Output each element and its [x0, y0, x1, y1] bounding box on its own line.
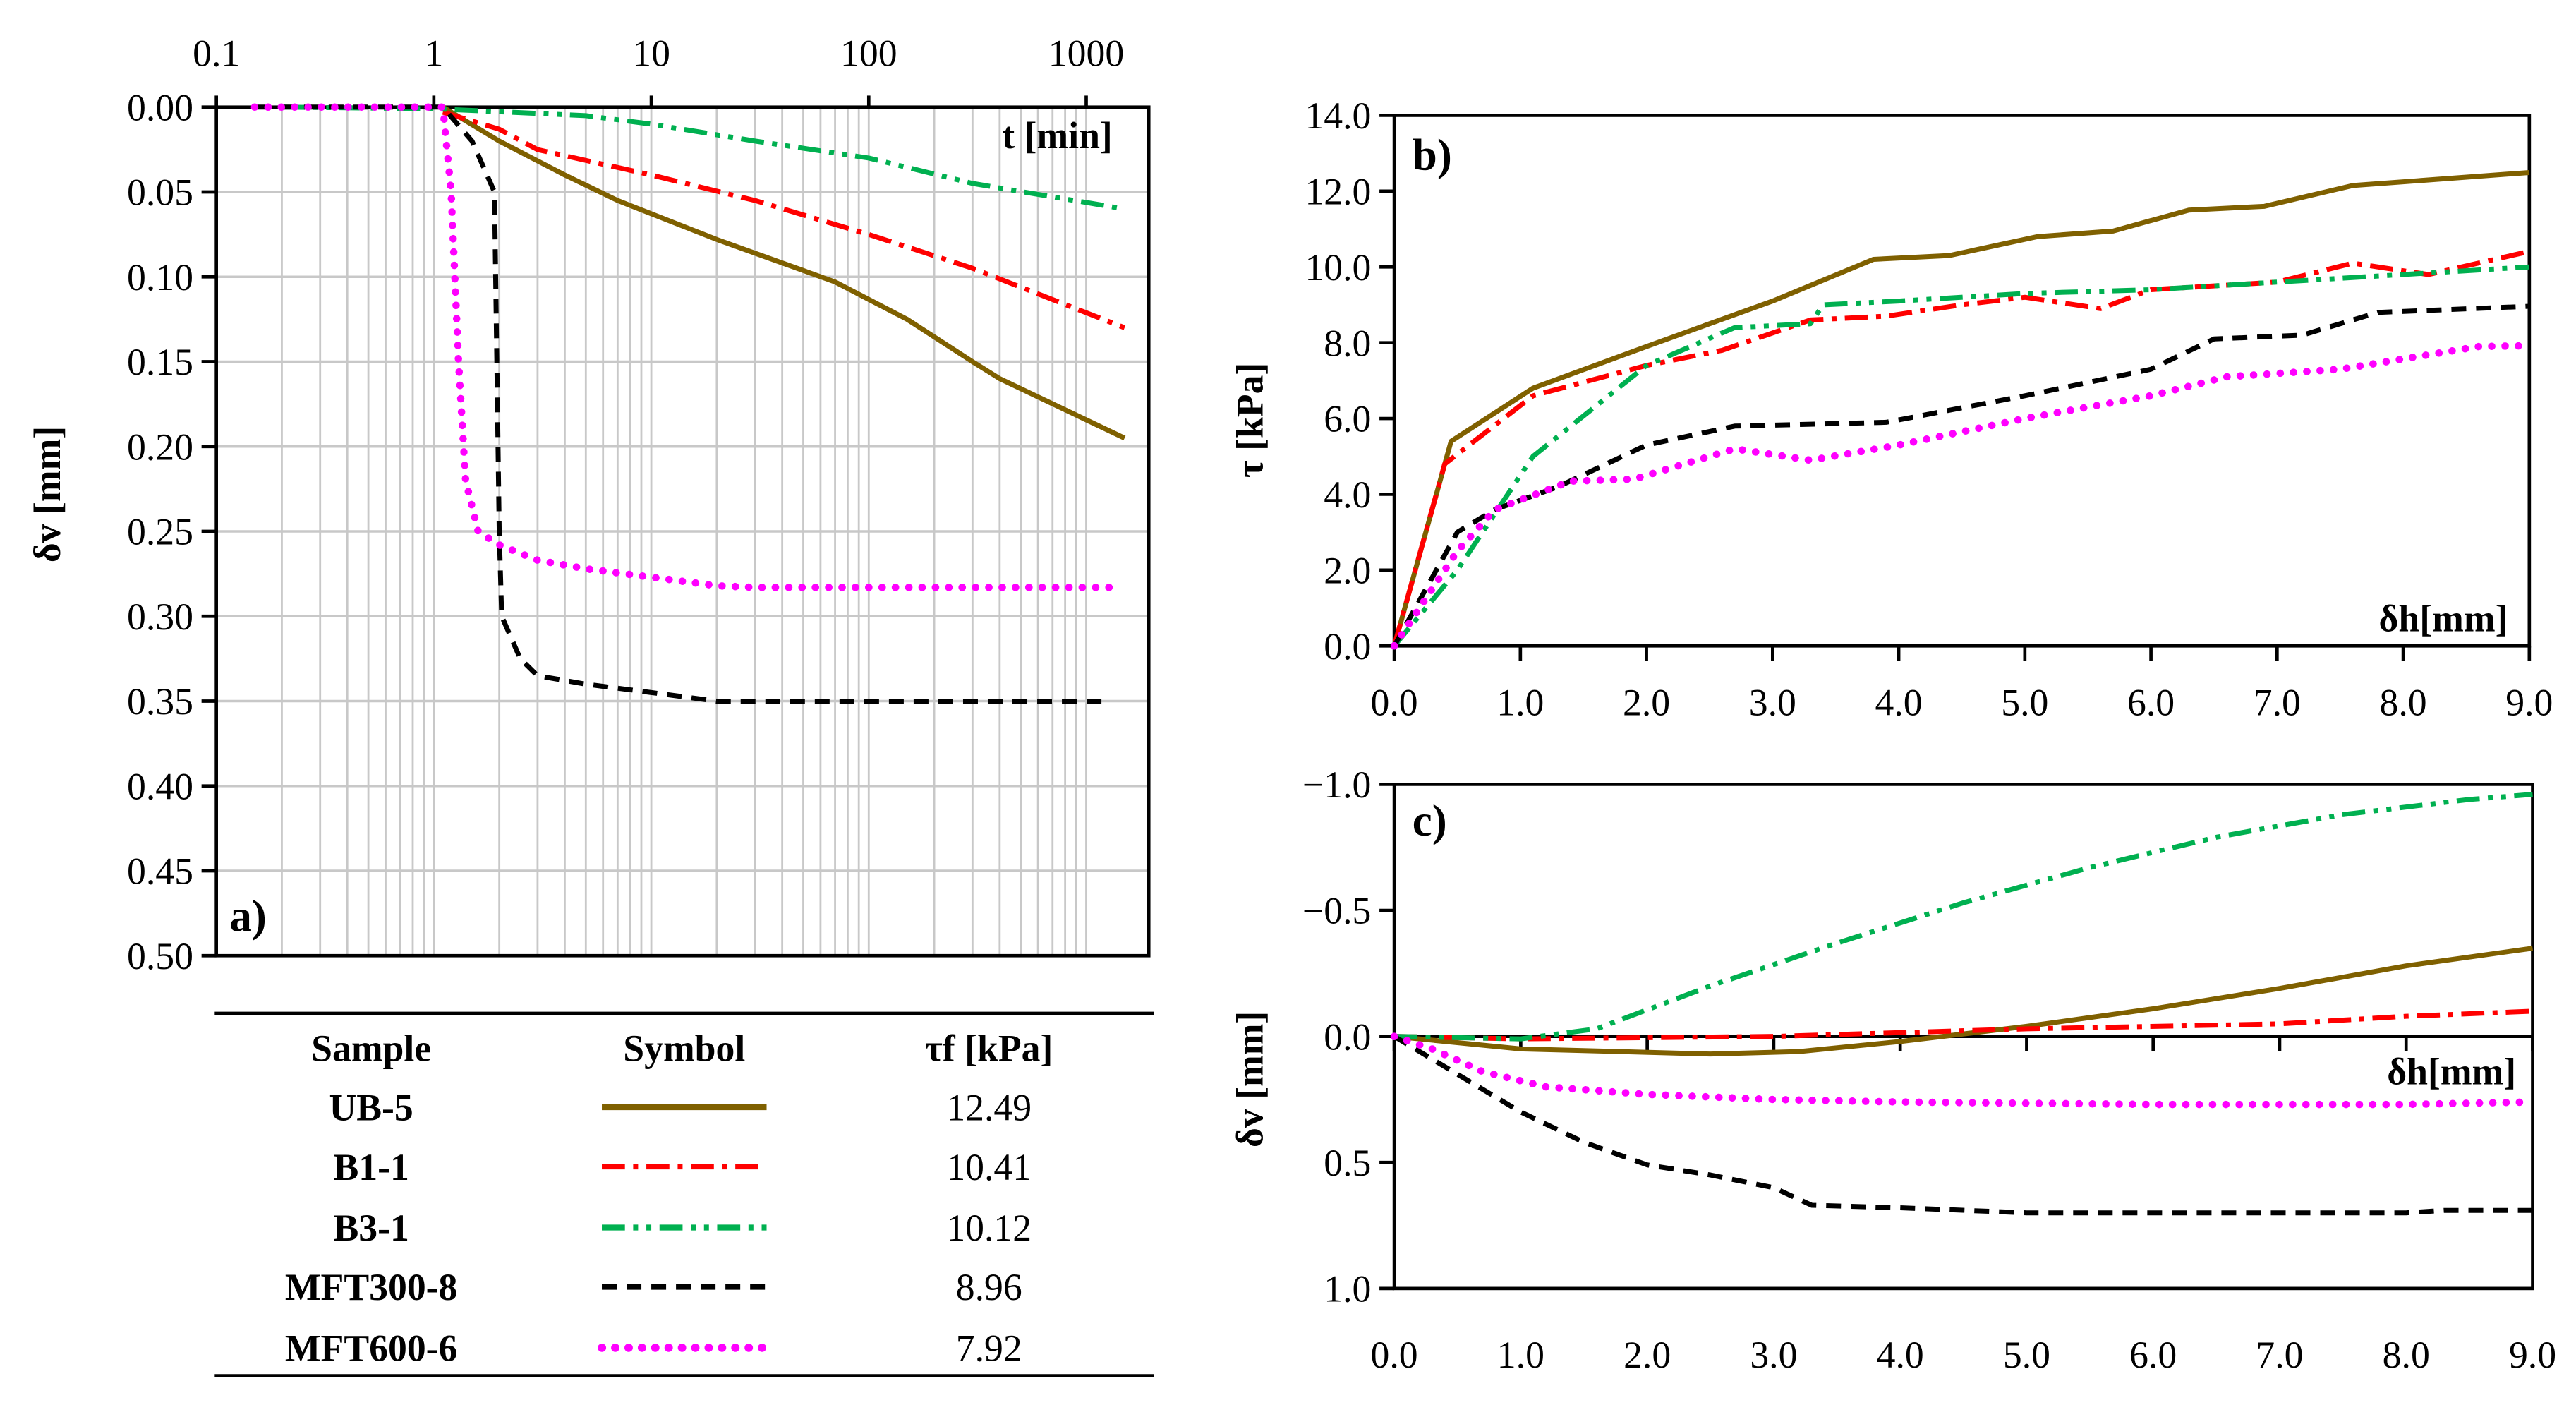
x-tick-label: 0.0: [1371, 1334, 1418, 1376]
panel-a-xlabel: t [min]: [1002, 114, 1113, 157]
y-tick-label: 0.0: [1324, 625, 1371, 668]
y-tick-label: −1.0: [1302, 764, 1371, 806]
x-tick-label: 6.0: [2127, 681, 2175, 723]
series-line-mft600-6: [1390, 1032, 2536, 1109]
panel-b-label: b): [1413, 130, 1452, 179]
x-tick-label: 8.0: [2383, 1334, 2430, 1376]
x-tick-label: 100: [840, 32, 897, 74]
series-line-mft300-8: [1392, 303, 2529, 647]
panel-c-xlabel: δh[mm]: [2387, 1050, 2516, 1092]
panel-a-label: a): [229, 891, 267, 941]
legend-tau-value: 8.96: [956, 1266, 1022, 1308]
y-tick-label: 14.0: [1305, 95, 1371, 137]
x-tick-label: 1.0: [1496, 681, 1544, 723]
x-tick-label: 4.0: [1875, 681, 1923, 723]
y-tick-label: 1.0: [1324, 1268, 1371, 1310]
series-line-ub-5: [1391, 169, 2530, 647]
series-line-ub-5: [441, 104, 1126, 441]
panel-a-ylabel: δv [mm]: [26, 426, 68, 562]
series-line-mft600-6: [250, 103, 1115, 591]
panel-b-ylabel: τ [kPa]: [1228, 363, 1271, 478]
y-tick-label: 0.5: [1324, 1142, 1371, 1184]
x-tick-label: 6.0: [2129, 1334, 2177, 1376]
x-tick-label: 2.0: [1623, 1334, 1671, 1376]
y-tick-label: 0.35: [127, 680, 193, 723]
series-line-b1-1: [442, 109, 1126, 330]
series-line-ub-5: [1393, 946, 2533, 1057]
y-tick-label: 0.0: [1324, 1015, 1371, 1058]
y-tick-label: 0.25: [127, 511, 193, 553]
plot-frame: [1392, 114, 2532, 648]
x-tick-label: 5.0: [2003, 1334, 2050, 1376]
x-tick-label: 4.0: [1877, 1334, 1924, 1376]
table-header-tau: τf [kPa]: [925, 1027, 1053, 1070]
series-line-mft300-8: [254, 104, 1111, 704]
series-line-b1-1: [1394, 1008, 2533, 1042]
y-tick-label: 10.0: [1305, 246, 1371, 289]
x-tick-label: 9.0: [2509, 1334, 2556, 1376]
legend-tau-value: 7.92: [956, 1327, 1022, 1370]
legend-row: UB-5 12.49: [329, 1087, 1032, 1129]
table-header-sample: Sample: [311, 1027, 431, 1070]
table-header-symbol: Symbol: [623, 1027, 745, 1070]
legend-row: B3-1 10.12: [333, 1207, 1032, 1249]
y-tick-label: 8.0: [1324, 322, 1371, 364]
x-tick-label: 0.0: [1371, 681, 1418, 723]
series-line-b1-1: [1391, 248, 2530, 647]
panel-b-xlabel: δh[mm]: [2379, 597, 2508, 639]
legend-table: Sample Symbol τf [kPa] UB-5 12.49 B1-1 10.4…: [214, 1011, 1154, 1377]
legend-tau-value: 10.41: [946, 1146, 1032, 1188]
y-tick-label: 0.05: [127, 171, 193, 214]
legend-row: MFT600-6 7.92: [285, 1327, 1022, 1370]
series-line-mft300-8: [1393, 1034, 2533, 1216]
series-line-b3-1: [1392, 264, 2530, 648]
x-tick-label: 2.0: [1623, 681, 1670, 723]
y-tick-label: 0.00: [127, 86, 193, 128]
legend-sample-name: MFT300-8: [285, 1266, 458, 1308]
series-line-b3-1: [282, 104, 1125, 212]
y-tick-label: −0.5: [1302, 890, 1371, 932]
y-tick-label: 0.50: [127, 935, 193, 977]
y-tick-label: 0.15: [127, 341, 193, 383]
legend-sample-name: MFT600-6: [285, 1327, 458, 1370]
y-tick-label: 0.40: [127, 765, 193, 807]
legend-tau-value: 10.12: [946, 1207, 1032, 1249]
series-line-b3-1: [1394, 792, 2533, 1042]
legend-row: B1-1 10.41: [333, 1146, 1032, 1188]
x-tick-label: 3.0: [1749, 681, 1796, 723]
series-line-mft600-6: [1390, 342, 2534, 650]
y-tick-label: 0.45: [127, 850, 193, 893]
chart-panel-c: −1.0−0.50.00.51.00.0 1.0 2.0 3.0 4.0 5.0 6.0 7.…: [1302, 764, 2556, 1376]
chart-panel-a: 0.00 0.05 0.10 0.15 0.20 0.25 0.30 0.35 0.40 0.45…: [127, 32, 1151, 977]
x-tick-label: 9.0: [2505, 681, 2553, 723]
x-tick-label: 1.0: [1497, 1334, 1544, 1376]
x-tick-label: 1: [424, 32, 443, 74]
y-tick-label: 6.0: [1324, 398, 1371, 440]
chart-panel-b: 0.0 2.0 4.0 6.0 8.0 10.0 12.0 14.0 0.0 1.0 2.0 3.0 4…: [1305, 95, 2553, 723]
y-tick-label: 0.10: [127, 256, 193, 299]
legend-sample-name: B3-1: [333, 1207, 409, 1249]
y-tick-label: 4.0: [1324, 474, 1371, 516]
x-tick-label: 3.0: [1750, 1334, 1797, 1376]
x-tick-label: 8.0: [2380, 681, 2427, 723]
y-tick-label: 12.0: [1305, 171, 1371, 213]
x-tick-label: 0.1: [193, 32, 240, 74]
y-tick-label: 0.20: [127, 426, 193, 468]
x-tick-label: 5.0: [2001, 681, 2048, 723]
legend-tau-value: 12.49: [946, 1087, 1032, 1129]
x-tick-label: 1000: [1048, 32, 1124, 74]
x-tick-label: 7.0: [2254, 681, 2301, 723]
panel-c-ylabel: δv [mm]: [1228, 1011, 1271, 1147]
legend-sample-name: B1-1: [333, 1146, 409, 1188]
legend-sample-name: UB-5: [329, 1087, 413, 1129]
legend-row: MFT300-8 8.96: [285, 1266, 1022, 1308]
y-tick-label: 2.0: [1324, 550, 1371, 592]
y-tick-label: 0.30: [127, 596, 193, 638]
x-tick-label: 10: [632, 32, 670, 74]
x-tick-label: 7.0: [2256, 1334, 2303, 1376]
panel-c-label: c): [1413, 796, 1447, 845]
